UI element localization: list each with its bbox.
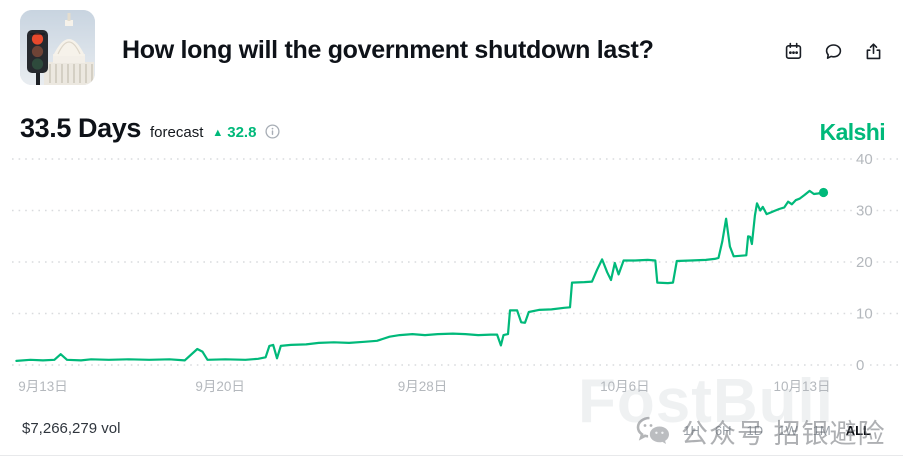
x-tick-label: 9月28日 [398,379,448,394]
x-tick-label: 10月6日 [600,379,650,394]
comment-icon[interactable] [824,42,843,61]
x-tick-label: 9月13日 [18,379,68,394]
y-tick-label-40: 40 [856,151,873,168]
volume-label: $7,266,279 vol [22,420,121,437]
range-button-1m[interactable]: 1M [812,423,831,438]
range-button-1d[interactable]: 1D [746,423,764,438]
x-tick-label: 10月13日 [773,379,830,394]
forecast-change-value: 32.8 [227,124,257,141]
forecast-change: ▲ 32.8 [212,124,256,141]
x-tick-label: 9月20日 [195,379,245,394]
y-tick-label-0: 0 [856,357,864,374]
up-triangle-icon: ▲ [212,127,224,139]
y-tick-label-20: 20 [856,254,873,271]
forecast-row: 33.5 Days forecast ▲ 32.8 [20,113,281,144]
forecast-label: forecast [150,124,204,141]
capitol-traffic-light-image [20,10,95,85]
market-thumbnail [20,10,95,85]
range-button-all[interactable]: ALL [845,423,871,438]
kalshi-logo[interactable]: Kalshi [819,119,886,145]
range-button-1w[interactable]: 1W [778,423,798,438]
range-button-1h[interactable]: 1H [683,423,700,438]
y-tick-label-10: 10 [856,306,873,323]
forecast-value: 33.5 Days [20,113,141,143]
calendar-icon[interactable] [784,42,803,61]
latest-point-dot [818,187,829,198]
time-range-selector: 1H 6H 1D 1W 1M ALL [683,423,871,438]
info-icon[interactable] [265,124,281,144]
bottom-divider [0,455,903,456]
range-button-6h[interactable]: 6H [714,423,732,438]
forecast-chart[interactable]: 0 10 20 30 40 9月13日 9月20日 9月28日 10月6日 10月13日 [0,145,903,403]
share-icon[interactable] [864,42,883,61]
y-tick-label-30: 30 [856,203,873,220]
forecast-line [15,189,825,362]
header-actions [784,42,883,61]
wechat-icon [636,416,669,444]
page-title: How long will the government shutdown la… [122,36,654,64]
